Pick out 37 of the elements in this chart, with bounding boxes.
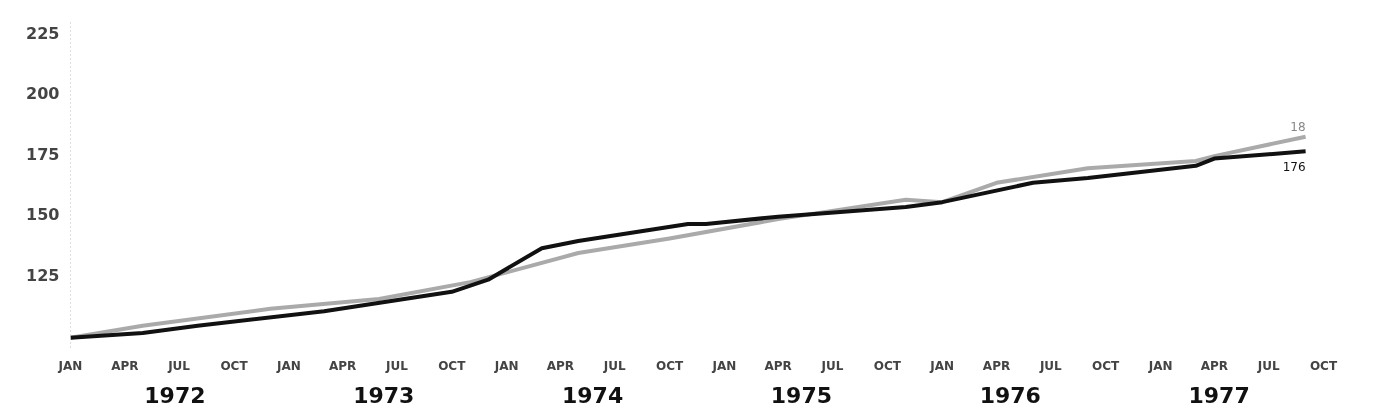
x-tick-label: JAN — [493, 358, 519, 373]
x-tick-label: JUL — [1256, 358, 1280, 373]
x-tick-label: JUL — [167, 358, 191, 373]
x-tick-label: APR — [111, 358, 139, 373]
x-tick-label: OCT — [655, 358, 684, 373]
x-tick-label: JAN — [275, 358, 301, 373]
text: 1974 — [561, 382, 624, 405]
x-tick-label: APR — [328, 358, 357, 373]
x-tick-label: JUL — [602, 358, 626, 373]
x-tick-label: APR — [982, 358, 1011, 373]
y-tick-label: 175 — [26, 144, 60, 164]
annotation: 18 — [1290, 119, 1306, 134]
x-tick-label: JAN — [711, 358, 737, 373]
y-tick-label: 150 — [26, 205, 60, 225]
x-tick-label: APR — [764, 358, 792, 373]
x-tick-label: JUL — [1038, 358, 1063, 373]
data-label: 176 — [1282, 160, 1306, 175]
text: 1975 — [770, 382, 833, 405]
x-tick-label: OCT — [1309, 358, 1338, 373]
x-tick-label: APR — [546, 358, 575, 373]
y-tick-label: 125 — [26, 265, 60, 285]
x-tick-label: JAN — [57, 358, 83, 373]
x-tick-label: JAN — [1147, 358, 1173, 373]
y-tick-label: 225 — [26, 23, 60, 43]
y-tick-label: 200 — [26, 84, 60, 104]
x-tick-label: OCT — [438, 358, 467, 373]
text: 1972 — [144, 382, 206, 405]
x-tick-label: OCT — [1092, 358, 1121, 373]
text: 1976 — [979, 382, 1041, 405]
x-tick-label: OCT — [220, 358, 249, 373]
x-tick-label: JUL — [384, 358, 409, 373]
x-tick-label: OCT — [873, 358, 902, 373]
x-tick-label: JUL — [820, 358, 844, 373]
text: 1973 — [353, 382, 415, 405]
x-tick-label: APR — [1200, 358, 1228, 373]
text: 1977 — [1188, 382, 1250, 405]
x-tick-label: JAN — [929, 358, 955, 373]
